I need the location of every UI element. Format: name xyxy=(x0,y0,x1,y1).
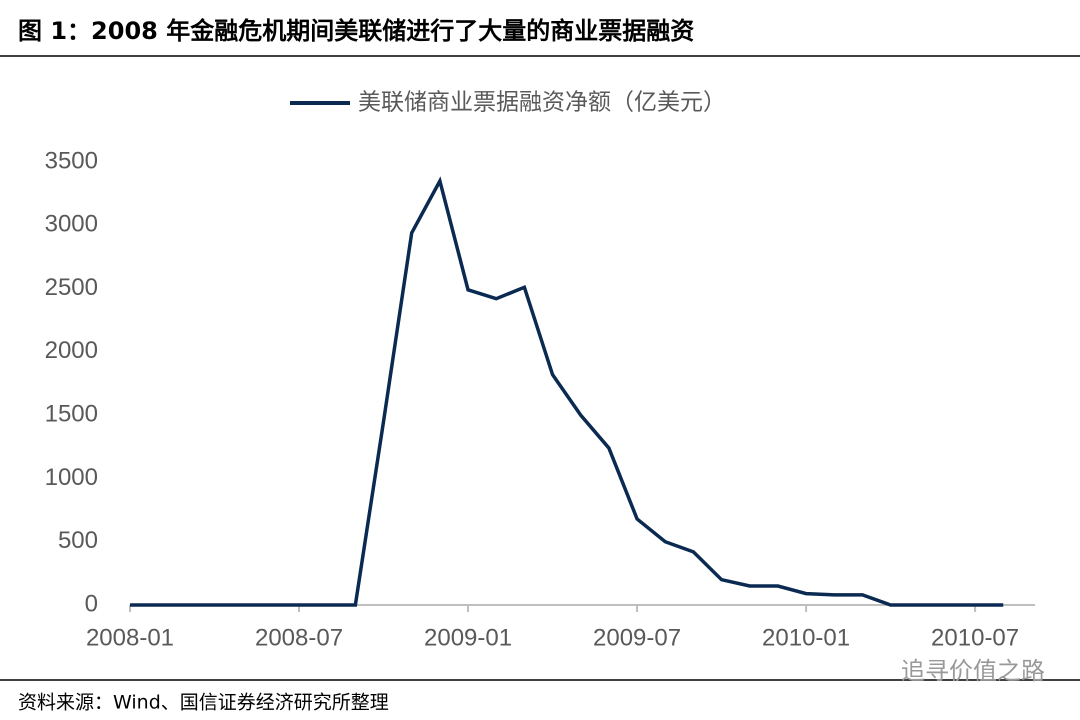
figure-title: 图 1：2008 年金融危机期间美联储进行了大量的商业票据融资 xyxy=(18,17,694,45)
y-tick-label: 3500 xyxy=(45,147,98,174)
x-tick-label: 2010-01 xyxy=(762,624,850,651)
y-tick-label: 2000 xyxy=(45,337,98,364)
y-tick-label: 3000 xyxy=(45,211,98,238)
y-tick-label: 1500 xyxy=(45,400,98,427)
x-tick-label: 2008-07 xyxy=(255,624,343,651)
source-note: 资料来源：Wind、国信证券经济研究所整理 xyxy=(18,692,389,714)
y-tick-label: 0 xyxy=(85,590,98,617)
x-tick-label: 2009-07 xyxy=(593,624,681,651)
y-tick-label: 500 xyxy=(58,527,98,554)
legend-label: 美联储商业票据融资净额（亿美元） xyxy=(358,90,726,116)
x-tick-label: 2009-01 xyxy=(424,624,512,651)
x-tick-label: 2008-01 xyxy=(86,624,174,651)
series-line xyxy=(130,176,1004,607)
x-tick-label: 2010-07 xyxy=(931,624,1019,651)
y-tick-label: 2500 xyxy=(45,274,98,301)
watermark: 追寻价值之路 xyxy=(901,657,1045,685)
plot: 0 500 1000 1500 2000 2500 3000 3500 2008-01 2008-… xyxy=(45,90,1035,651)
y-tick-label: 1000 xyxy=(45,464,98,491)
